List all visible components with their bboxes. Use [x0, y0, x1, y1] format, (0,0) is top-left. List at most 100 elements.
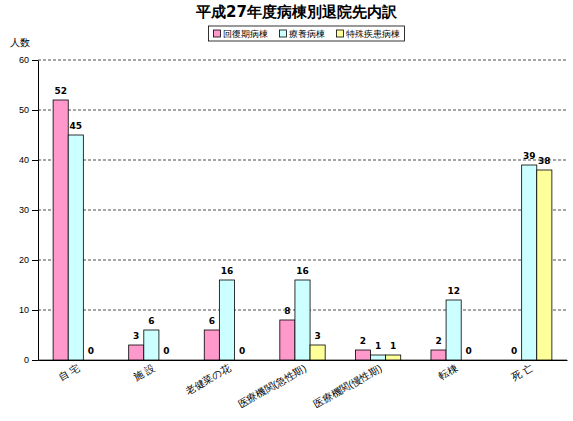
bar [446, 300, 461, 360]
bar [537, 170, 552, 360]
data-labels: 5236822045616161123900031038 [54, 86, 550, 356]
data-label: 39 [523, 151, 536, 161]
x-tick: 死 亡 [510, 360, 535, 383]
x-tick: 老健菜の花 [184, 360, 233, 397]
data-label: 1 [390, 341, 396, 351]
y-tick-label: 60 [19, 55, 29, 65]
title: 平成27年度病棟別退院先内訳 [195, 3, 398, 21]
y-tick-label: 30 [19, 205, 29, 215]
data-label: 0 [239, 346, 245, 356]
data-label: 16 [221, 266, 234, 276]
data-label: 2 [360, 336, 366, 346]
y-tick-line [32, 310, 38, 311]
bar [355, 350, 370, 360]
bar [522, 165, 537, 360]
data-label: 2 [435, 336, 441, 346]
bar [507, 360, 522, 361]
bar [53, 100, 68, 360]
x-tick-label: 死 亡 [510, 362, 535, 383]
y-tick-line [32, 210, 38, 211]
y-tick-line [32, 110, 38, 111]
grid [38, 60, 567, 360]
x-axis: 自 宅 施 設 老健菜の花医療機関(急性期)医療機関(慢性期) 転棟 死 亡 [39, 360, 568, 410]
plot: 5236822045616161123900031038010203040506… [19, 55, 568, 410]
y-axis: 0 10 20 30 40 50 60 [19, 55, 39, 365]
x-tick: 自 宅 [56, 360, 81, 383]
series [310, 170, 552, 360]
grid-line [38, 110, 567, 111]
y-tick: 30 [19, 205, 38, 215]
bar [280, 320, 295, 360]
bar [461, 360, 476, 361]
legend-item: 回復期病棟 [214, 29, 268, 39]
data-label: 8 [284, 306, 290, 316]
data-label: 3 [314, 331, 320, 341]
grid-line [38, 60, 567, 61]
legend-box [209, 26, 405, 41]
x-tick: 転棟 [436, 360, 459, 382]
y-tick-line [32, 360, 38, 361]
legend-swatch [280, 30, 287, 37]
data-label: 1 [375, 341, 381, 351]
bar [234, 360, 249, 361]
x-tick: 医療機関(急性期) [236, 360, 308, 410]
y-tick-label: 50 [19, 105, 29, 115]
x-tick-label: 医療機関(急性期) [236, 362, 308, 410]
bar [83, 360, 98, 361]
data-label: 6 [148, 316, 154, 326]
y-tick-label: 10 [19, 305, 29, 315]
data-label: 0 [466, 346, 472, 356]
x-tick-label: 自 宅 [56, 362, 81, 383]
legend-item: 療養病棟 [280, 29, 325, 39]
bars [53, 100, 552, 360]
y-tick-label: 40 [19, 155, 29, 165]
y-tick: 50 [19, 105, 38, 115]
legend-label: 療養病棟 [289, 29, 325, 39]
legend: 回復期病棟 療養病棟 特殊疾患病棟 [209, 26, 405, 41]
y-tick: 0 [24, 355, 38, 365]
bar [431, 350, 446, 360]
legend-item: 特殊疾患病棟 [337, 29, 400, 39]
bar [219, 280, 234, 360]
y-axis-label: 人数 [10, 37, 30, 48]
x-tick: 医療機関(慢性期) [312, 360, 384, 410]
legend-swatch [337, 30, 344, 37]
data-label: 45 [70, 121, 83, 131]
x-axis-line [39, 360, 568, 361]
x-tick-label: 施 設 [132, 362, 157, 383]
bar [129, 345, 144, 360]
bar [68, 135, 83, 360]
legend-label: 特殊疾患病棟 [346, 29, 400, 39]
series [53, 100, 446, 360]
y-tick-label: 20 [19, 255, 29, 265]
bar [295, 280, 310, 360]
bar [204, 330, 219, 360]
y-tick: 60 [19, 55, 38, 65]
data-label: 0 [88, 346, 94, 356]
y-tick: 20 [19, 255, 38, 265]
y-axis-line [38, 61, 39, 361]
data-label: 0 [511, 346, 517, 356]
data-label: 52 [54, 86, 67, 96]
data-label: 3 [133, 331, 139, 341]
bar [159, 360, 174, 361]
chart: 平成27年度病棟別退院先内訳人数523682204561616112390003… [0, 0, 573, 421]
y-tick-line [32, 160, 38, 161]
bar [371, 355, 386, 360]
bar [386, 355, 401, 360]
x-tick-label: 老健菜の花 [184, 362, 233, 397]
series [68, 135, 537, 360]
bar [310, 345, 325, 360]
data-label: 0 [163, 346, 169, 356]
y-tick-label: 0 [24, 355, 29, 365]
y-tick-line [32, 60, 38, 61]
y-tick-line [32, 260, 38, 261]
x-tick-label: 転棟 [436, 362, 459, 382]
legend-swatch [214, 30, 221, 37]
y-tick: 40 [19, 155, 38, 165]
x-tick-label: 医療機関(慢性期) [312, 362, 384, 410]
y-tick: 10 [19, 305, 38, 315]
legend-label: 回復期病棟 [223, 29, 268, 39]
grid-line [38, 260, 567, 261]
data-label: 16 [296, 266, 309, 276]
